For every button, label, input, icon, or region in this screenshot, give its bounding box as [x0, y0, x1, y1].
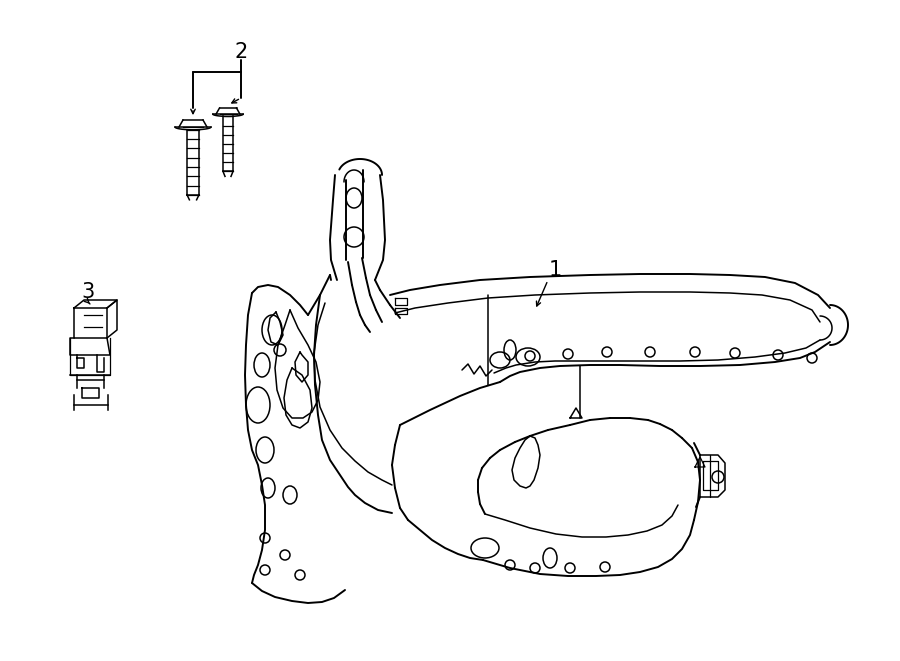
Text: 2: 2: [234, 42, 248, 62]
Text: 1: 1: [548, 260, 562, 280]
Text: 3: 3: [81, 282, 94, 302]
